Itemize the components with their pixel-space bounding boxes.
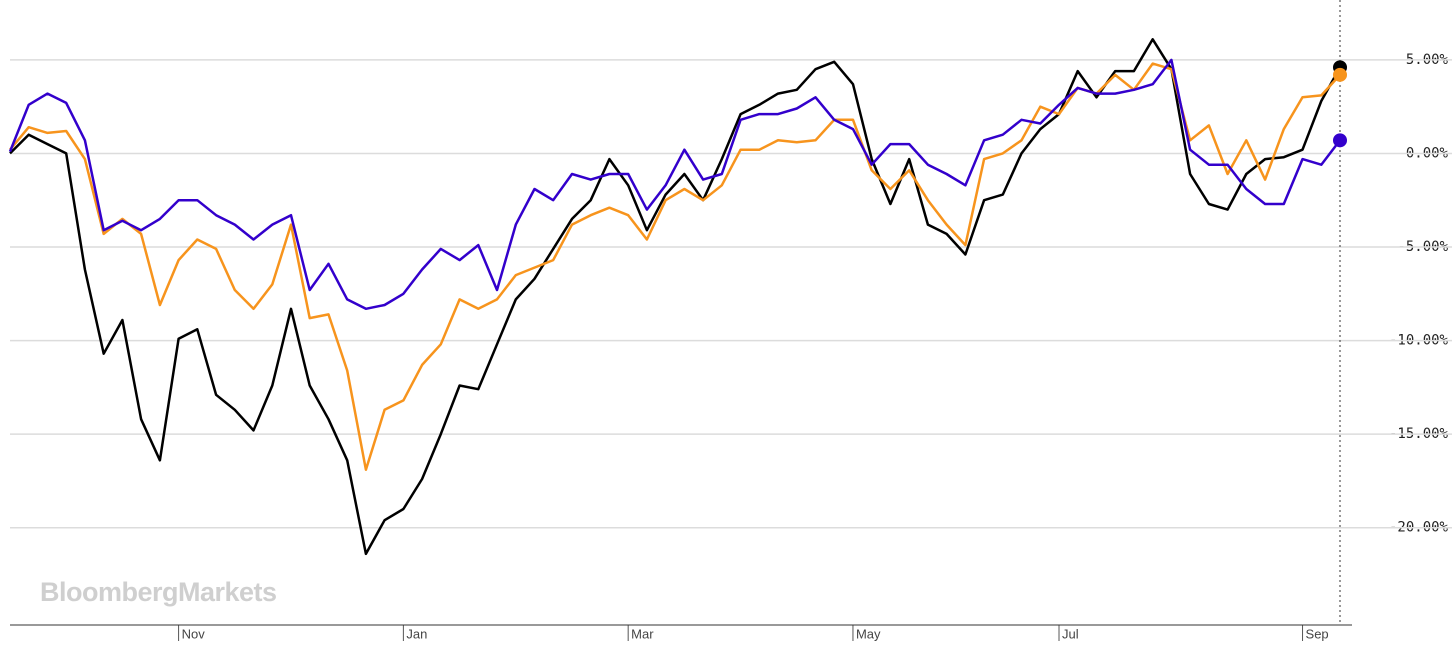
x-tick-label: Jan <box>406 626 427 641</box>
x-tick-label: Jul <box>1062 626 1079 641</box>
series-line <box>8 58 1341 311</box>
lines <box>8 38 1347 556</box>
x-tick-label: Nov <box>182 626 206 641</box>
x-tick-label: May <box>856 626 881 641</box>
x-tick-label: Mar <box>631 626 654 641</box>
end-dot <box>1333 67 1347 82</box>
end-dot <box>1333 133 1347 148</box>
x-tick-label: Sep <box>1306 626 1329 641</box>
watermark: BloombergMarkets <box>40 577 277 607</box>
series-line <box>9 38 1342 556</box>
series-line <box>9 62 1341 471</box>
